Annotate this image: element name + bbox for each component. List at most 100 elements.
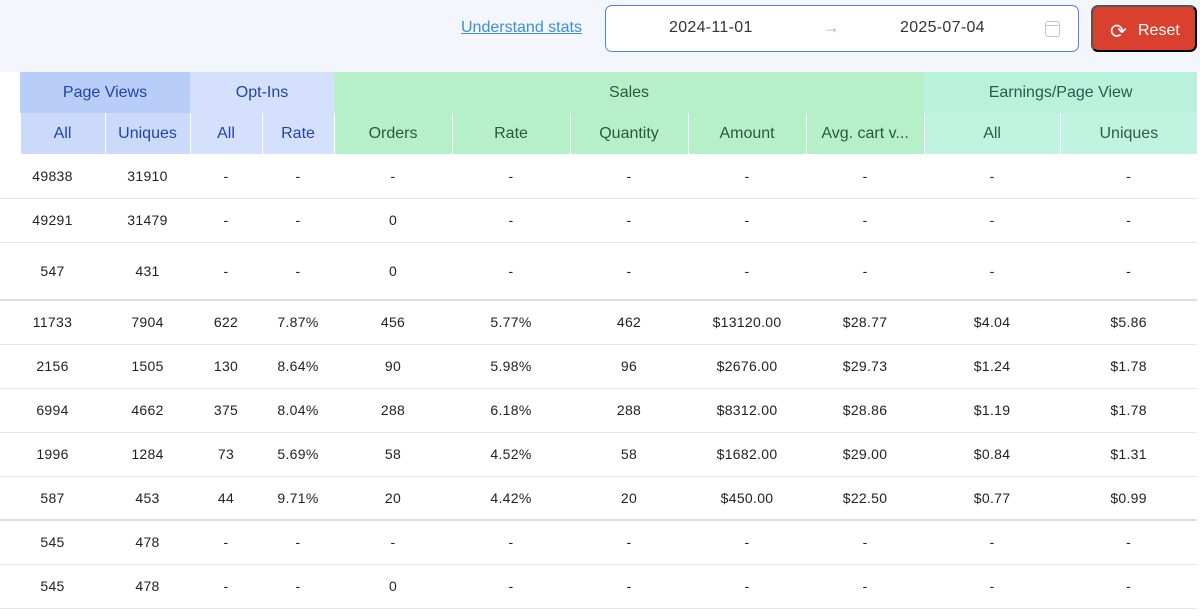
cell-epv-all: - (924, 520, 1061, 565)
cell-pv-all: 49291 (0, 198, 105, 243)
cell-orders: 58 (334, 432, 453, 477)
cell-amount: $1682.00 (688, 432, 807, 477)
cell-orders: 288 (334, 388, 453, 433)
cell-pv-all: 1996 (0, 432, 105, 477)
cell-quantity: - (570, 520, 689, 565)
col-header-amount[interactable]: Amount (687, 113, 807, 154)
header-sales: Sales (334, 72, 925, 113)
cell-pv-all: 49838 (0, 154, 105, 199)
cell-sales-rate: - (452, 154, 571, 199)
date-range-picker[interactable]: 2024-11-01 → 2025-07-04 (605, 5, 1079, 52)
cell-avg-cart-value: $28.86 (806, 388, 925, 433)
cell-avg-cart-value: - (806, 520, 925, 565)
table-row: 547 431- -0- - - - - - (0, 242, 1198, 301)
cell-optin-rate: 8.04% (262, 388, 335, 433)
col-header-pv-uniques[interactable]: Uniques (104, 113, 191, 154)
cell-quantity: - (570, 564, 689, 609)
col-header-orders[interactable]: Orders (333, 113, 453, 154)
cell-optin-rate: 7.87% (262, 300, 335, 345)
cell-optin-rate: - (262, 242, 335, 301)
cell-pv-all: 587 (0, 476, 105, 521)
col-header-epv-uniques[interactable]: Uniques (1059, 113, 1198, 154)
table-row: 49291 31479- -0- - - - - - (0, 198, 1198, 243)
cell-sales-rate: 5.77% (452, 300, 571, 345)
cell-pv-uniques: 478 (105, 564, 191, 609)
col-header-optin-all[interactable]: All (189, 113, 263, 154)
date-start-input[interactable]: 2024-11-01 (669, 19, 753, 36)
cell-optin-rate: 5.69% (262, 432, 335, 477)
cell-quantity: 20 (570, 476, 689, 521)
cell-epv-uniques: - (1060, 520, 1198, 565)
cell-pv-uniques: 478 (105, 520, 191, 565)
cell-pv-all: 6994 (0, 388, 105, 433)
cell-epv-all: - (924, 564, 1061, 609)
stats-table-body: 49838 31910- - - - - - - - -49291 31479- -0- - - - - -54… (0, 154, 1198, 609)
cell-avg-cart-value: - (806, 198, 925, 243)
cell-epv-uniques: $5.86 (1060, 300, 1198, 345)
cell-epv-all: $1.19 (924, 388, 1061, 433)
cell-epv-uniques: $0.99 (1060, 476, 1198, 521)
cell-optin-all: 130 (190, 344, 263, 389)
col-header-quantity[interactable]: Quantity (569, 113, 689, 154)
reset-button-label: Reset (1138, 22, 1180, 39)
cell-orders: 20 (334, 476, 453, 521)
date-end-input[interactable]: 2025-07-04 (900, 19, 985, 36)
cell-avg-cart-value: - (806, 154, 925, 199)
cell-amount: - (688, 242, 807, 301)
cell-epv-uniques: - (1060, 564, 1198, 609)
cell-amount: $13120.00 (688, 300, 807, 345)
cell-avg-cart-value: $29.73 (806, 344, 925, 389)
cell-optin-all: - (190, 198, 263, 243)
cell-pv-uniques: 453 (105, 476, 191, 521)
col-header-optin-rate[interactable]: Rate (261, 113, 335, 154)
cell-pv-all: 547 (0, 242, 105, 301)
cell-sales-rate: - (452, 564, 571, 609)
cell-orders: - (334, 154, 453, 199)
cell-pv-all: 11733 (0, 300, 105, 345)
cell-pv-uniques: 7904 (105, 300, 191, 345)
table-row: 545 478- -0- - - - - - (0, 564, 1198, 609)
cell-optin-all: 73 (190, 432, 263, 477)
cell-avg-cart-value: - (806, 242, 925, 301)
cell-optin-all: - (190, 520, 263, 565)
cell-quantity: 96 (570, 344, 689, 389)
cell-optin-all: - (190, 154, 263, 199)
cell-optin-all: 375 (190, 388, 263, 433)
stats-table: Page Views Opt-Ins Sales Earnings/Page V… (0, 72, 1198, 609)
cell-pv-all: 2156 (0, 344, 105, 389)
table-row: 587 453 44 9.71% 20 4.42% 20 $450.00 $22.50 $0.77… (0, 476, 1198, 521)
header-spacer (0, 72, 20, 113)
col-header-sales-rate[interactable]: Rate (451, 113, 571, 154)
cell-orders: 0 (334, 564, 453, 609)
cell-quantity: 462 (570, 300, 689, 345)
table-row: 49838 31910- - - - - - - - - (0, 154, 1198, 199)
cell-epv-all: $1.24 (924, 344, 1061, 389)
cell-orders: - (334, 520, 453, 565)
cell-pv-uniques: 31479 (105, 198, 191, 243)
col-header-pv-all[interactable]: All (19, 113, 105, 154)
refresh-icon: ⟳ (1110, 21, 1127, 43)
col-header-epv-all[interactable]: All (923, 113, 1061, 154)
cell-amount: - (688, 520, 807, 565)
reset-button[interactable]: ⟳ Reset (1091, 5, 1197, 52)
cell-epv-all: - (924, 242, 1061, 301)
cell-optin-rate: - (262, 154, 335, 199)
cell-quantity: 58 (570, 432, 689, 477)
cell-pv-uniques: 431 (105, 242, 191, 301)
table-row: 2156 1505 130 8.64% 90 5.98% 96 $2676.00 $29.73 $… (0, 344, 1198, 389)
table-row: 545 478- - - - - - - - - (0, 520, 1198, 565)
cell-optin-all: - (190, 564, 263, 609)
col-header-avg-cart-value[interactable]: Avg. cart v... (805, 113, 925, 154)
cell-sales-rate: 4.52% (452, 432, 571, 477)
cell-epv-all: $4.04 (924, 300, 1061, 345)
cell-epv-all: $0.84 (924, 432, 1061, 477)
cell-epv-uniques: $1.78 (1060, 344, 1198, 389)
sub-header-row: All Uniques All Rate Orders Rate Quantit… (0, 113, 1198, 154)
cell-avg-cart-value: - (806, 564, 925, 609)
cell-optin-all: - (190, 242, 263, 301)
cell-pv-uniques: 1284 (105, 432, 191, 477)
header-opt-ins: Opt-Ins (190, 72, 335, 113)
understand-stats-link[interactable]: Understand stats (461, 19, 582, 36)
cell-pv-uniques: 4662 (105, 388, 191, 433)
cell-pv-uniques: 1505 (105, 344, 191, 389)
